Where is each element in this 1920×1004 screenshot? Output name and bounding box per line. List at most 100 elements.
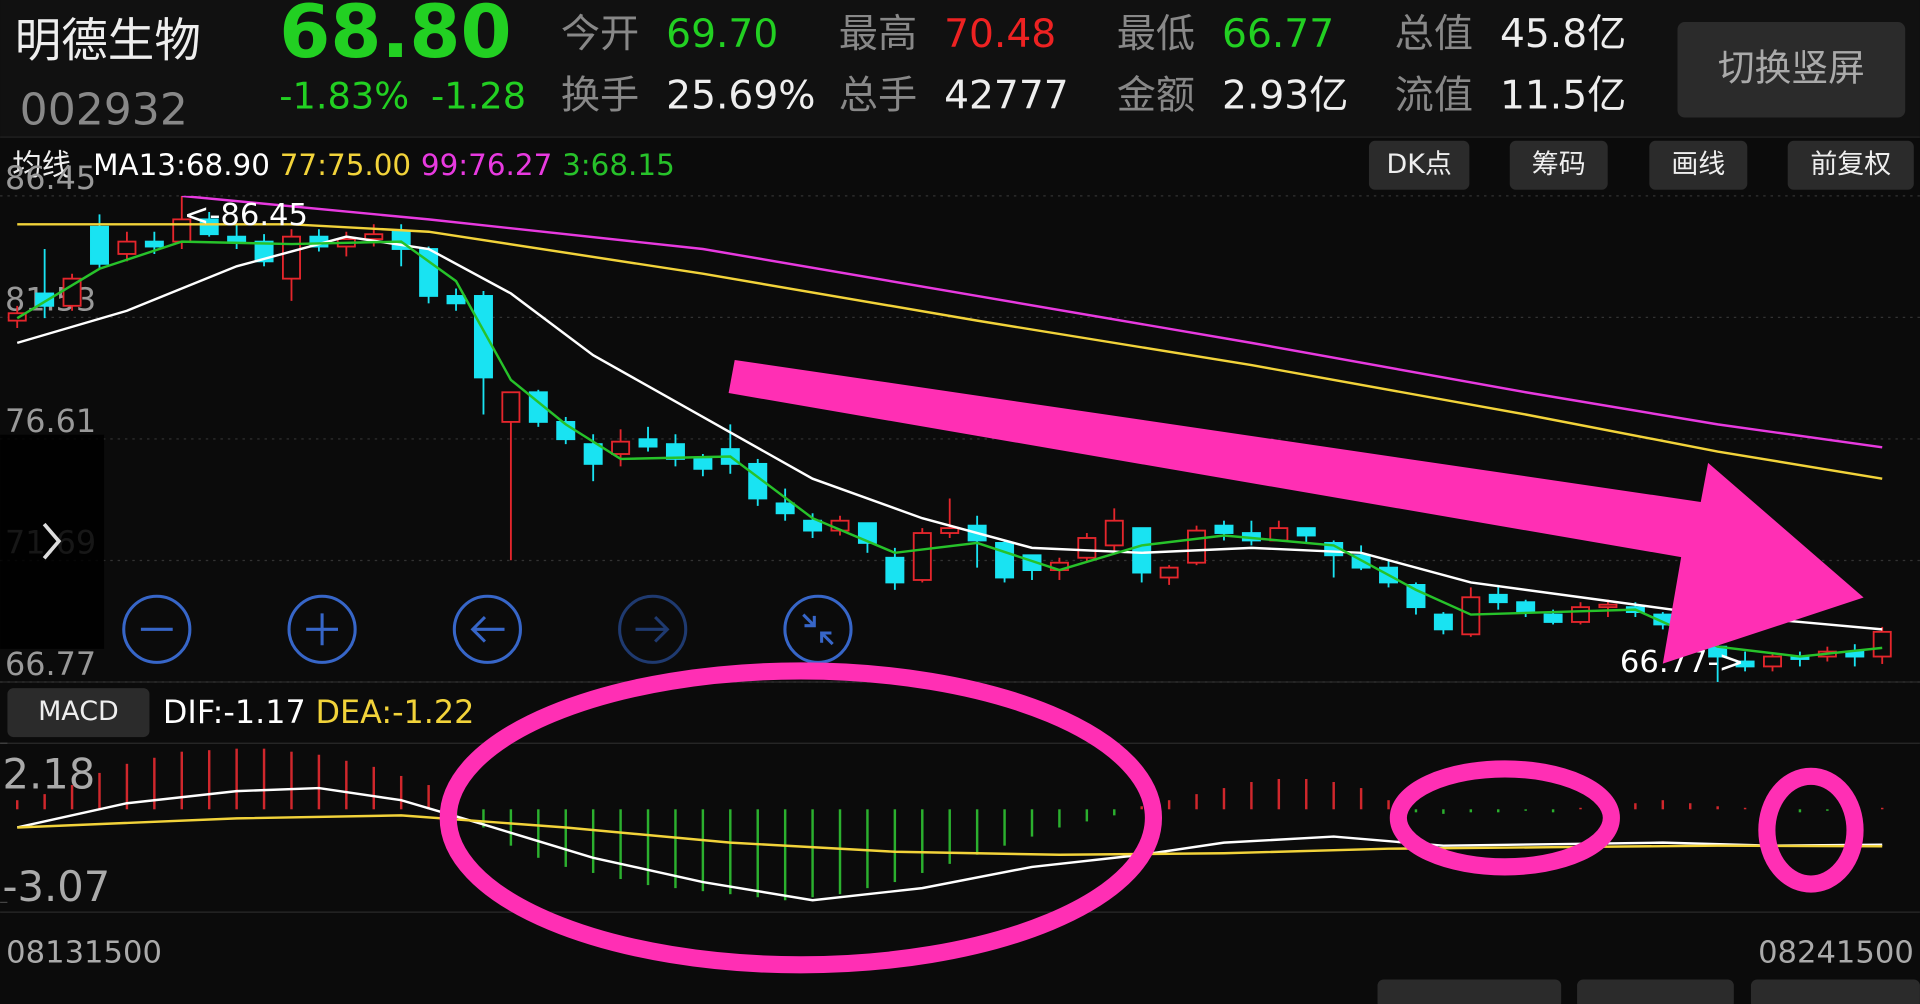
macd-bar [1579, 807, 1582, 810]
macd-bar [153, 757, 156, 810]
highlight-ellipse [1389, 760, 1620, 876]
change-pct: -1.83% [279, 74, 409, 117]
candle-body [912, 532, 932, 581]
macd-bar [838, 809, 842, 895]
macd-bar [180, 751, 184, 810]
tool-label[interactable]: 筹码 [1532, 149, 1586, 180]
candle-body [1077, 537, 1097, 559]
macd-bar [1305, 778, 1308, 810]
stat-label: 今开 [561, 12, 639, 57]
macd-bar [290, 751, 293, 810]
date-start: 08131500 [6, 935, 162, 970]
date-end: 08241500 [1758, 935, 1914, 970]
macd-bar [646, 809, 650, 886]
macd-bar [1332, 782, 1335, 810]
tool-button[interactable] [1649, 140, 1748, 190]
stat-value: 42777 [944, 73, 1069, 118]
macd-bar [756, 809, 759, 898]
stat-label: 金额 [1117, 73, 1195, 118]
macd-bar [948, 809, 951, 864]
macd-bar [783, 809, 787, 901]
candle-body [940, 527, 960, 534]
tool-button[interactable] [1787, 140, 1914, 190]
tool-label[interactable]: 画线 [1671, 149, 1725, 180]
macd-bar [262, 748, 266, 810]
zoom-in[interactable] [287, 594, 357, 664]
zoom-out[interactable] [122, 594, 192, 664]
candle-body [90, 225, 109, 265]
tool-label[interactable]: DK点 [1386, 149, 1451, 180]
candle-body [995, 542, 1015, 579]
tool-label[interactable]: 前复权 [1810, 149, 1891, 180]
expand-chevron[interactable] [42, 522, 62, 560]
icon [306, 613, 339, 646]
macd-bar [1113, 809, 1116, 816]
macd-bar [1195, 794, 1198, 810]
candle-body [1735, 660, 1755, 668]
macd-bar [1551, 809, 1555, 813]
macd-bar [1058, 809, 1061, 828]
candle-body [857, 522, 877, 544]
macd-bar [1030, 809, 1034, 837]
candle-body [1214, 524, 1234, 534]
switch-label[interactable]: 切换竖屏 [1718, 46, 1865, 89]
macd-bar [564, 809, 567, 867]
macd-bar [509, 809, 513, 846]
macd-bar [1414, 809, 1418, 813]
candle-body [665, 443, 685, 460]
y-tick-label: 76.61 [5, 402, 96, 440]
macd-bar [1880, 807, 1884, 810]
stock-name: 明德生物 [15, 14, 201, 68]
macd-bar [893, 809, 897, 883]
macd-bar [1743, 807, 1747, 810]
move-right[interactable] [618, 594, 688, 664]
stat-label: 最低 [1117, 12, 1195, 57]
macd-bar [427, 785, 430, 810]
candle-body [775, 502, 795, 515]
macd-bar [1250, 782, 1253, 810]
annotation: <-86.45 [184, 198, 308, 233]
macd-bar [1798, 809, 1802, 813]
stat-value: 70.48 [944, 12, 1056, 57]
candle-body [1132, 527, 1152, 574]
macd-bar [674, 809, 677, 889]
icon [635, 616, 670, 643]
macd-bar [1524, 809, 1527, 811]
candle-body [227, 235, 247, 243]
bottom-button[interactable] [1577, 979, 1734, 1004]
macd-bar [317, 754, 321, 810]
stat-value: 45.8亿 [1500, 12, 1626, 57]
annotation-marks [439, 662, 1864, 974]
legend-entry: 99:76.27 [421, 148, 552, 182]
macd-bar [1689, 803, 1692, 810]
macd-bar [372, 766, 375, 810]
candle-body [254, 240, 274, 263]
tool-button[interactable] [1368, 140, 1470, 190]
icon [802, 613, 834, 646]
macd-bar [811, 809, 814, 898]
candle-body [1187, 529, 1207, 564]
macd-button[interactable] [7, 688, 150, 738]
macd-label[interactable]: MACD [38, 696, 119, 727]
bottom-button[interactable] [1377, 979, 1562, 1004]
indicator-line [16, 235, 1883, 631]
macd-bar [1469, 809, 1473, 813]
bottom-button[interactable] [1750, 979, 1920, 1004]
macd-bar [866, 809, 869, 889]
macd-bar [1359, 788, 1363, 810]
macd-bar [1716, 806, 1719, 810]
candle-body [281, 235, 301, 280]
macd-bar [591, 809, 595, 873]
candle-body [638, 438, 658, 448]
candle-body [1488, 593, 1508, 604]
move-left[interactable] [452, 594, 522, 664]
legend-entry: DEA:-1.22 [316, 693, 475, 731]
tool-button[interactable] [1509, 140, 1608, 190]
candle-body [501, 391, 521, 423]
candle-body [62, 277, 82, 307]
reset-zoom[interactable] [783, 594, 853, 664]
indicator-line [17, 223, 1883, 480]
switch-button[interactable] [1677, 22, 1906, 118]
